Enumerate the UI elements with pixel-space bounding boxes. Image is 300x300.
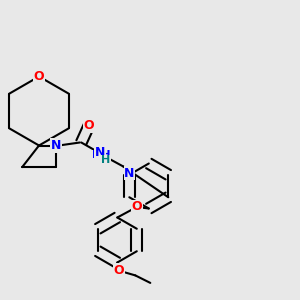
- Text: H: H: [101, 155, 110, 165]
- Text: N: N: [124, 167, 134, 180]
- Text: NH: NH: [92, 150, 110, 161]
- Text: O: O: [83, 119, 94, 133]
- Text: O: O: [113, 263, 124, 277]
- Text: O: O: [131, 200, 142, 214]
- Text: N: N: [51, 139, 61, 152]
- Text: N: N: [95, 146, 105, 160]
- Text: O: O: [34, 70, 44, 83]
